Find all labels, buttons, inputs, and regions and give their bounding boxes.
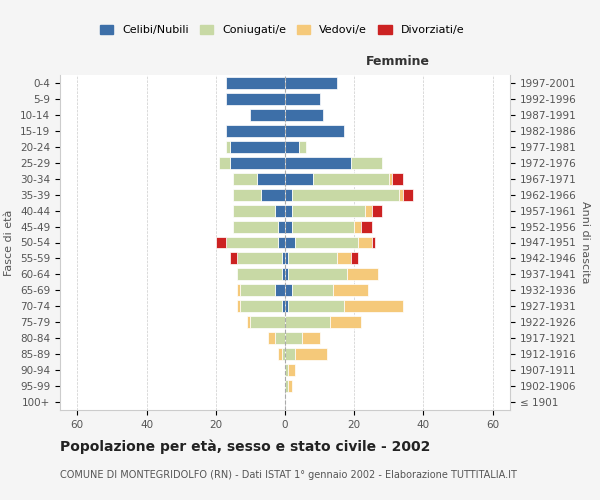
Bar [230,141,285,153]
Bar [299,141,306,153]
Bar [281,268,285,280]
Bar [351,157,382,168]
Bar [285,220,292,232]
Bar [344,300,403,312]
Bar [233,172,257,184]
Bar [371,236,375,248]
Bar [365,204,371,216]
Bar [285,109,323,121]
Bar [226,141,230,153]
Y-axis label: Fasce di età: Fasce di età [4,210,14,276]
Bar [240,284,275,296]
Bar [371,204,382,216]
Bar [289,268,347,280]
Text: Popolazione per età, sesso e stato civile - 2002: Popolazione per età, sesso e stato civil… [60,440,430,454]
Bar [334,284,368,296]
Bar [278,236,285,248]
Bar [226,125,285,137]
Text: Femmine: Femmine [365,56,430,68]
Bar [275,284,285,296]
Bar [281,252,285,264]
Bar [285,141,299,153]
Bar [219,157,230,168]
Bar [230,252,236,264]
Bar [226,236,278,248]
Bar [275,332,285,344]
Bar [392,172,403,184]
Bar [403,188,413,200]
Bar [285,332,302,344]
Bar [233,188,261,200]
Bar [289,300,344,312]
Bar [295,348,326,360]
Bar [285,125,344,137]
Bar [285,77,337,89]
Bar [361,220,371,232]
Bar [337,252,351,264]
Bar [285,300,289,312]
Bar [281,348,285,360]
Bar [354,220,361,232]
Bar [250,316,285,328]
Bar [285,348,295,360]
Bar [261,188,285,200]
Bar [292,220,354,232]
Bar [236,252,281,264]
Bar [285,236,295,248]
Bar [236,284,240,296]
Bar [233,220,278,232]
Bar [240,300,281,312]
Bar [281,300,285,312]
Bar [351,252,358,264]
Bar [292,204,365,216]
Bar [302,332,320,344]
Bar [285,252,289,264]
Y-axis label: Anni di nascita: Anni di nascita [580,201,590,284]
Text: COMUNE DI MONTEGRIDOLFO (RN) - Dati ISTAT 1° gennaio 2002 - Elaborazione TUTTITA: COMUNE DI MONTEGRIDOLFO (RN) - Dati ISTA… [60,470,517,480]
Bar [275,204,285,216]
Bar [226,93,285,105]
Bar [236,268,281,280]
Bar [216,236,226,248]
Bar [278,220,285,232]
Bar [236,300,240,312]
Bar [257,172,285,184]
Bar [230,157,285,168]
Bar [313,172,389,184]
Bar [285,364,289,376]
Bar [285,316,330,328]
Bar [389,172,392,184]
Bar [285,204,292,216]
Bar [295,236,358,248]
Bar [289,252,337,264]
Bar [289,364,295,376]
Bar [250,109,285,121]
Bar [278,348,281,360]
Bar [347,268,379,280]
Bar [268,332,275,344]
Bar [247,316,250,328]
Bar [233,204,275,216]
Bar [285,172,313,184]
Bar [285,157,351,168]
Bar [285,188,292,200]
Bar [399,188,403,200]
Bar [292,284,334,296]
Bar [226,77,285,89]
Bar [358,236,371,248]
Bar [285,93,320,105]
Bar [285,284,292,296]
Bar [285,268,289,280]
Bar [330,316,361,328]
Bar [289,380,292,392]
Bar [292,188,399,200]
Bar [285,380,289,392]
Legend: Celibi/Nubili, Coniugati/e, Vedovi/e, Divorziati/e: Celibi/Nubili, Coniugati/e, Vedovi/e, Di… [95,20,469,40]
